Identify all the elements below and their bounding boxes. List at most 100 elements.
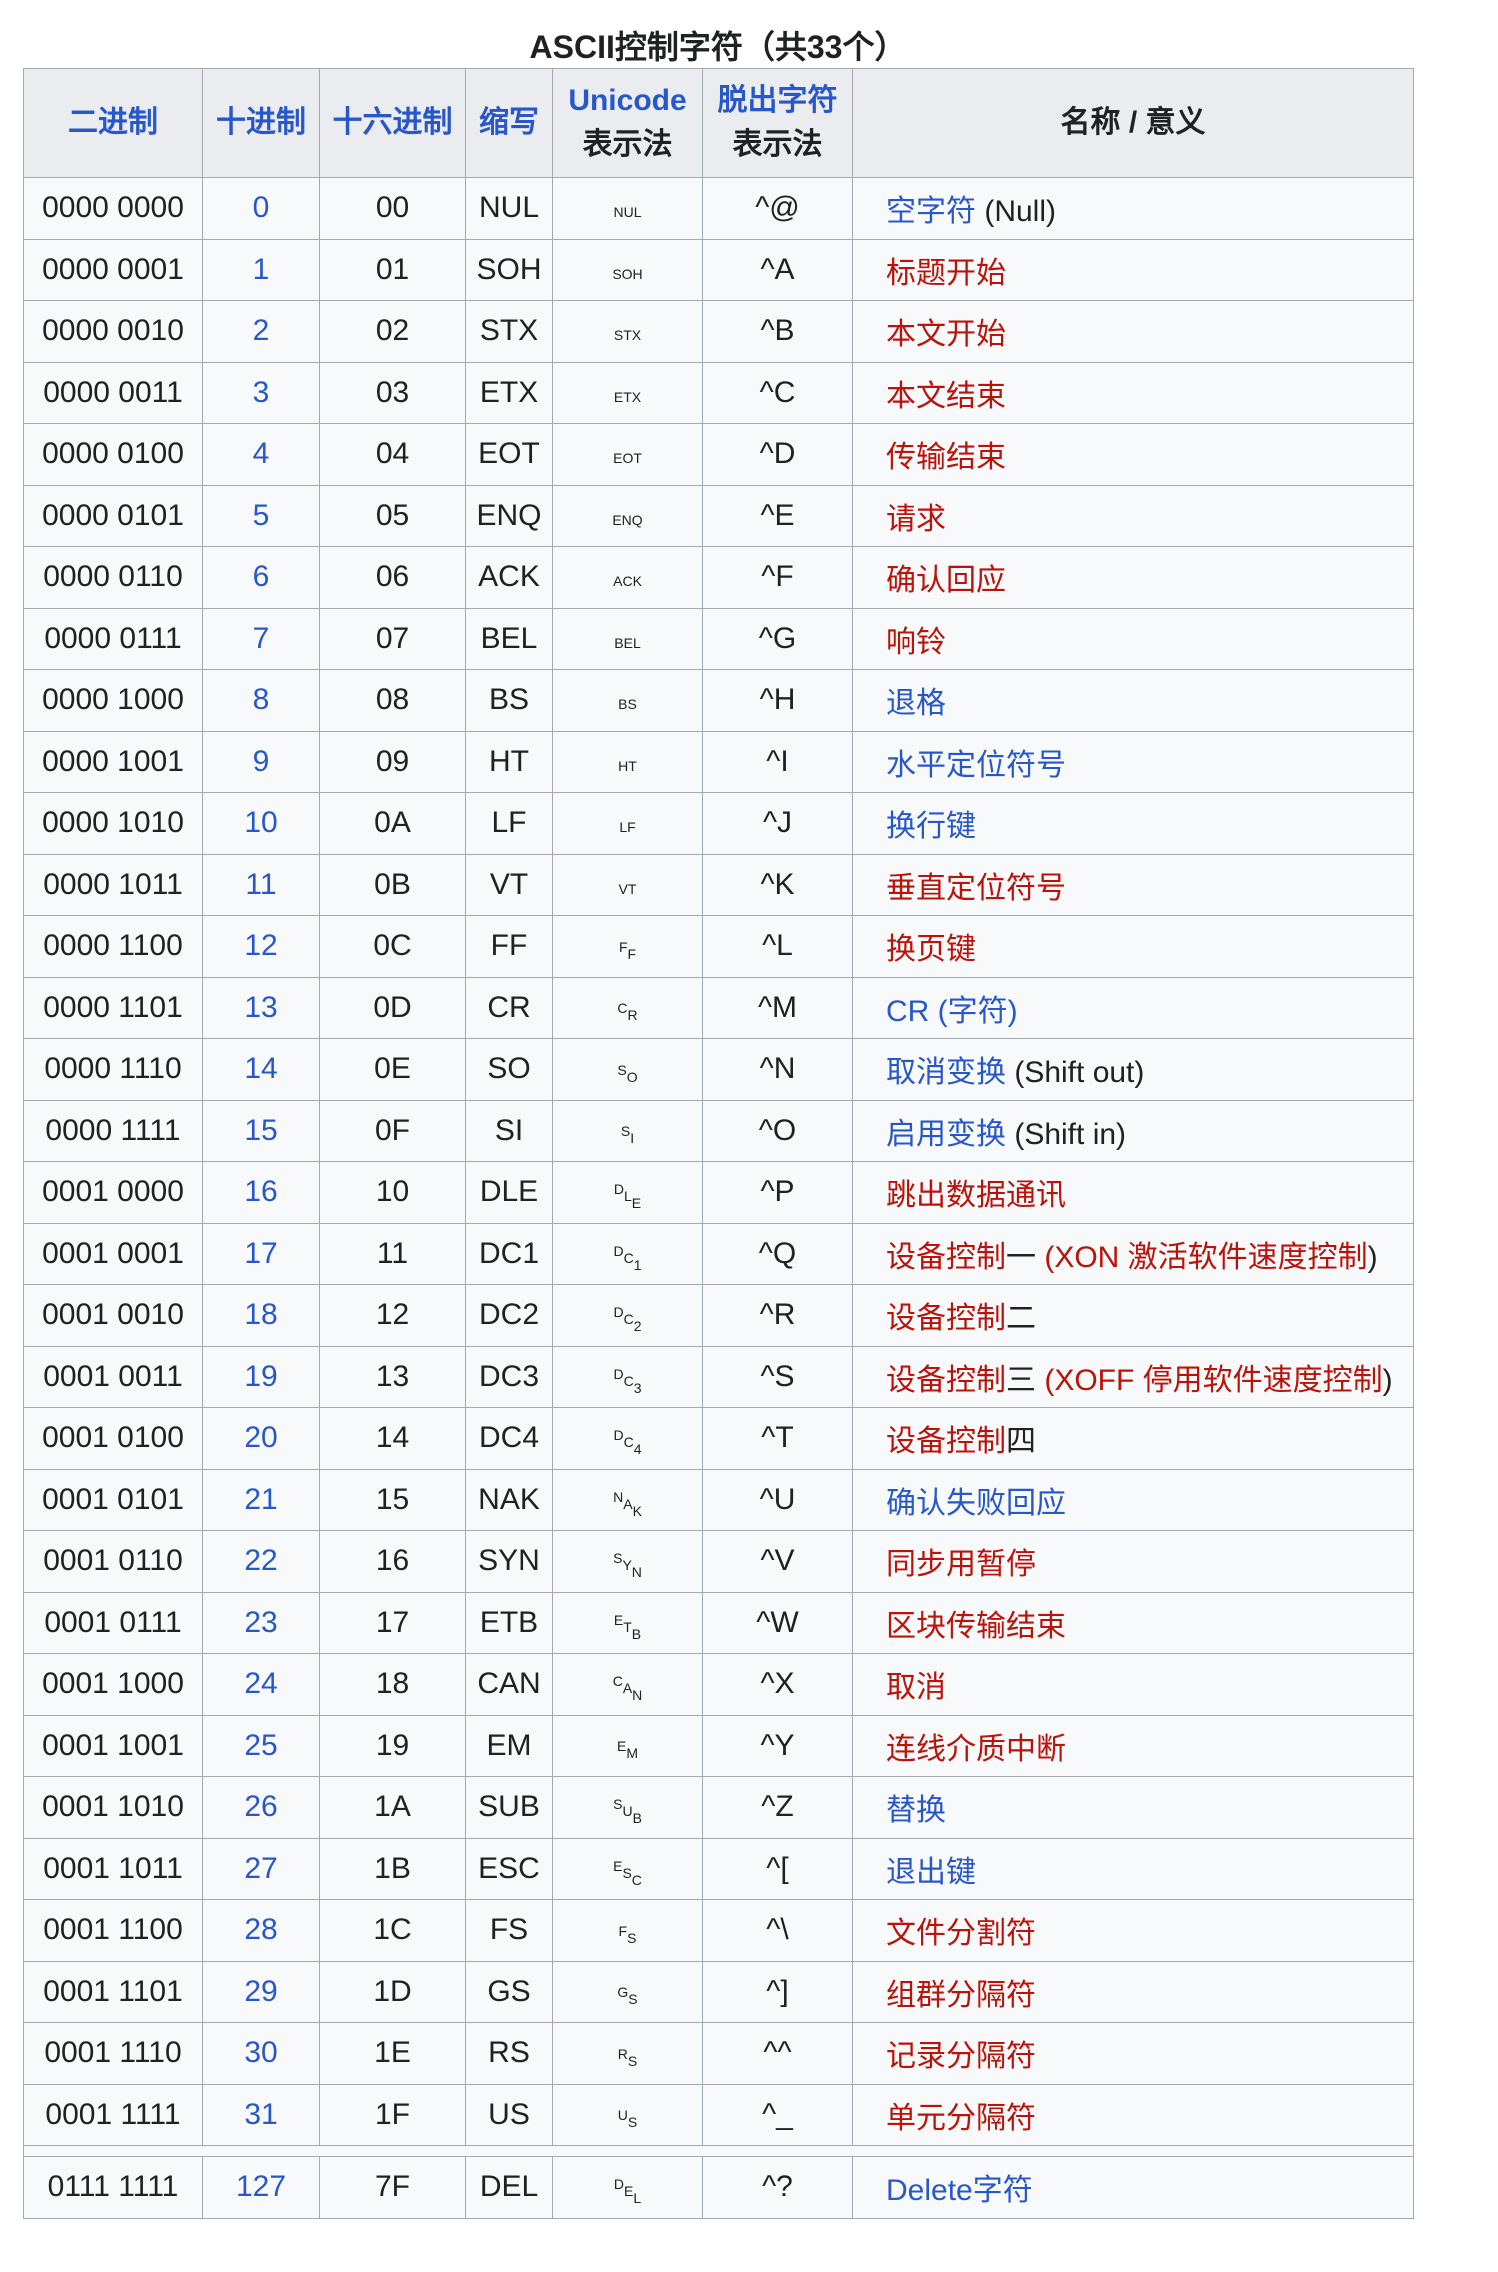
name-text: 三 bbox=[1006, 1363, 1036, 1397]
name-link[interactable]: 设备控制 bbox=[886, 1302, 1006, 1336]
control-picture-glyph: CR bbox=[617, 1000, 638, 1024]
name-cell: 确认回应 bbox=[852, 546, 1414, 609]
name-link[interactable]: 空字符 bbox=[886, 195, 976, 229]
header-escape-link[interactable]: 脱出字符 bbox=[717, 84, 838, 117]
table-row: 0001 0011 19 13 DC3 DC3 ^S 设备控制三 (XOFF 停用软件速度控… bbox=[23, 1345, 1414, 1408]
header-hex[interactable]: 十六进制 bbox=[319, 68, 466, 178]
header-decimal[interactable]: 十进制 bbox=[202, 68, 320, 178]
name-link[interactable]: 退格 bbox=[886, 687, 946, 721]
name-link[interactable]: 跳出数据通讯 bbox=[886, 1179, 1066, 1213]
decimal-cell: 21 bbox=[202, 1468, 320, 1531]
decimal-link[interactable]: 21 bbox=[244, 1482, 278, 1516]
name-link[interactable]: 请求 bbox=[886, 502, 946, 536]
decimal-link[interactable]: 23 bbox=[244, 1605, 278, 1639]
decimal-link[interactable]: 6 bbox=[252, 560, 270, 594]
decimal-link[interactable]: 10 bbox=[244, 806, 278, 840]
abbr-cell: SUB bbox=[465, 1776, 553, 1839]
header-abbr[interactable]: 缩写 bbox=[465, 68, 553, 178]
decimal-link[interactable]: 8 bbox=[252, 683, 270, 717]
decimal-link[interactable]: 14 bbox=[244, 1052, 278, 1086]
name-link[interactable]: 本文开始 bbox=[886, 318, 1006, 352]
name-link[interactable]: 传输结束 bbox=[886, 441, 1006, 475]
decimal-link[interactable]: 0 bbox=[252, 191, 270, 225]
decimal-link[interactable]: 17 bbox=[244, 1236, 278, 1270]
hex-cell: 19 bbox=[319, 1714, 466, 1777]
decimal-link[interactable]: 18 bbox=[244, 1298, 278, 1332]
header-unicode[interactable]: Unicode 表示法 bbox=[552, 68, 703, 178]
control-picture-glyph: DEL bbox=[613, 2176, 642, 2207]
decimal-link[interactable]: 9 bbox=[252, 744, 270, 778]
table-row: 0000 1110 14 0E SO SO ^N 取消变换 (Shift out) bbox=[23, 1038, 1414, 1101]
name-link[interactable]: (XON 激活软件速度控制 bbox=[1036, 1240, 1368, 1274]
name-link[interactable]: 启用变换 bbox=[886, 1117, 1006, 1151]
binary-cell: 0001 1100 bbox=[23, 1899, 203, 1962]
name-link[interactable]: CR (字符) bbox=[886, 994, 1018, 1028]
name-link[interactable]: (XOFF 停用软件速度控制 bbox=[1036, 1363, 1383, 1397]
name-link[interactable]: 标题开始 bbox=[886, 256, 1006, 290]
name-link[interactable]: 换页键 bbox=[886, 933, 976, 967]
abbr-cell: EM bbox=[465, 1714, 553, 1777]
decimal-link[interactable]: 3 bbox=[252, 375, 270, 409]
name-link[interactable]: 区块传输结束 bbox=[886, 1609, 1066, 1643]
name-link[interactable]: 水平定位符号 bbox=[886, 748, 1066, 782]
name-link[interactable]: Delete字符 bbox=[886, 2174, 1033, 2208]
name-link[interactable]: 文件分割符 bbox=[886, 1917, 1036, 1951]
decimal-link[interactable]: 15 bbox=[244, 1113, 278, 1147]
name-link[interactable]: 确认失败回应 bbox=[886, 1486, 1066, 1520]
name-link[interactable]: 组群分隔符 bbox=[886, 1978, 1036, 2012]
escape-cell: ^Q bbox=[702, 1222, 853, 1285]
name-link[interactable]: 记录分隔符 bbox=[886, 2040, 1036, 2074]
decimal-link[interactable]: 4 bbox=[252, 437, 270, 471]
decimal-link[interactable]: 26 bbox=[244, 1790, 278, 1824]
decimal-link[interactable]: 2 bbox=[252, 314, 270, 348]
name-link[interactable]: 换行键 bbox=[886, 810, 976, 844]
decimal-link[interactable]: 22 bbox=[244, 1544, 278, 1578]
decimal-link[interactable]: 29 bbox=[244, 1974, 278, 2008]
name-link[interactable]: 退出键 bbox=[886, 1855, 976, 1889]
name-link[interactable]: 垂直定位符号 bbox=[886, 871, 1066, 905]
header-decimal-link[interactable]: 十进制 bbox=[216, 106, 306, 139]
decimal-link[interactable]: 27 bbox=[244, 1851, 278, 1885]
decimal-link[interactable]: 12 bbox=[244, 929, 278, 963]
header-binary-link[interactable]: 二进制 bbox=[68, 106, 158, 139]
decimal-link[interactable]: 7 bbox=[252, 621, 270, 655]
decimal-link[interactable]: 31 bbox=[244, 2097, 278, 2131]
decimal-link[interactable]: 20 bbox=[244, 1421, 278, 1455]
name-link[interactable]: 替换 bbox=[886, 1794, 946, 1828]
name-link[interactable]: 响铃 bbox=[886, 625, 946, 659]
decimal-link[interactable]: 127 bbox=[235, 2170, 287, 2204]
decimal-cell: 1 bbox=[202, 238, 320, 301]
decimal-link[interactable]: 1 bbox=[252, 252, 270, 286]
unicode-glyph-cell: LF bbox=[552, 792, 703, 855]
name-link[interactable]: 单元分隔符 bbox=[886, 2101, 1036, 2135]
decimal-link[interactable]: 16 bbox=[244, 1175, 278, 1209]
header-binary[interactable]: 二进制 bbox=[23, 68, 203, 178]
decimal-link[interactable]: 24 bbox=[244, 1667, 278, 1701]
table-row: 0000 0101 5 05 ENQ ENQ ^E 请求 bbox=[23, 484, 1414, 547]
name-link[interactable]: 本文结束 bbox=[886, 379, 1006, 413]
header-unicode-link[interactable]: Unicode bbox=[568, 84, 687, 117]
decimal-link[interactable]: 19 bbox=[244, 1359, 278, 1393]
unicode-glyph-cell: SO bbox=[552, 1038, 703, 1101]
name-link[interactable]: 取消变换 bbox=[886, 1056, 1006, 1090]
header-escape[interactable]: 脱出字符 表示法 bbox=[702, 68, 853, 178]
name-link[interactable]: 设备控制 bbox=[886, 1363, 1006, 1397]
name-link[interactable]: 设备控制 bbox=[886, 1425, 1006, 1459]
decimal-link[interactable]: 5 bbox=[252, 498, 270, 532]
decimal-link[interactable]: 13 bbox=[244, 990, 278, 1024]
name-link[interactable]: 设备控制 bbox=[886, 1240, 1006, 1274]
name-cell: 空字符 (Null) bbox=[852, 177, 1414, 240]
name-link[interactable]: 取消 bbox=[886, 1671, 946, 1705]
name-link[interactable]: 同步用暂停 bbox=[886, 1548, 1036, 1582]
name-cell: 请求 bbox=[852, 484, 1414, 547]
decimal-link[interactable]: 25 bbox=[244, 1728, 278, 1762]
header-hex-link[interactable]: 十六进制 bbox=[332, 106, 453, 139]
name-cell: 垂直定位符号 bbox=[852, 853, 1414, 916]
name-link[interactable]: 确认回应 bbox=[886, 564, 1006, 598]
decimal-link[interactable]: 28 bbox=[244, 1913, 278, 1947]
decimal-link[interactable]: 11 bbox=[245, 867, 277, 901]
decimal-link[interactable]: 30 bbox=[244, 2036, 278, 2070]
name-link[interactable]: 连线介质中断 bbox=[886, 1732, 1066, 1766]
ascii-table-body: 0000 0000 0 00 NUL NUL ^@ 空字符 (Null) 0000 0001 1… bbox=[23, 177, 1414, 2219]
header-abbr-link[interactable]: 缩写 bbox=[479, 106, 539, 139]
